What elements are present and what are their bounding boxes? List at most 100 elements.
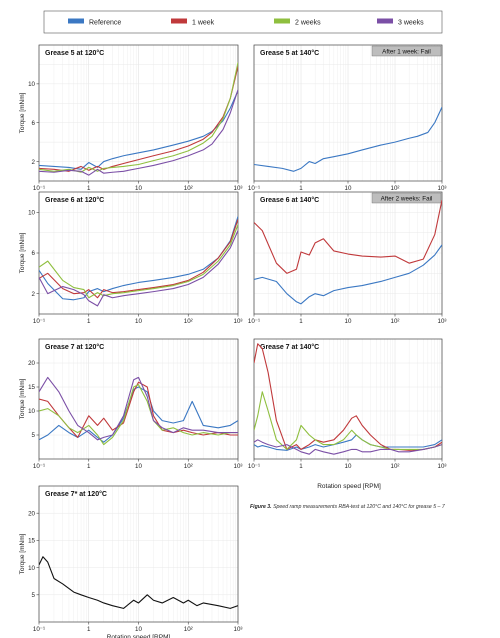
legend-label-4: 3 weeks [398,19,424,26]
panel-5-line-3-weeks [39,376,238,441]
legend-swatch-2 [171,18,187,24]
panel-6: 10⁻¹ 1 10 10² 10³ Grease 7 at 140°C [248,338,446,470]
panel-1-line-2-weeks [39,62,238,173]
panel-2-x-tick-label: 10³ [438,185,447,192]
panel-1-x-tick-label: 10 [135,185,142,192]
panel-6-x-tick-label: 10 [345,463,352,470]
legend-label-1: Reference [89,19,121,26]
panel-7-x-tick-label: 10² [184,626,193,633]
legend-item-3: 2 weeks [274,18,321,26]
panel-3-x-tick-label: 10³ [234,318,243,325]
panel-1-series-group [39,62,238,176]
panel-3-x-tick-label: 1 [87,318,91,325]
panel-5-x-tick-label: 10³ [234,463,243,470]
panel-1-y-tick-label: 6 [32,120,36,127]
panel-7-y-tick-label: 10 [28,565,35,572]
panel-3-line-1-week [39,219,238,299]
panel-5-y-tick-label: 15 [28,384,35,391]
panel-4-title: Grease 6 at 140°C [260,196,319,204]
caption-text: Speed ramp measurements RBA-test at 120°… [273,504,445,510]
panel-3-title: Grease 6 at 120°C [45,196,104,204]
legend-swatch-1 [68,18,84,24]
panel-4-x-tick-label: 10 [345,318,352,325]
panel-3-x-tick-label: 10 [135,318,142,325]
legend-swatch-3 [274,18,290,24]
panel-4-line-reference [254,244,442,305]
panel-1-x-tick-label: 10³ [234,185,243,192]
panel-5-x-tick-label: 10 [135,463,142,470]
panel-7: 10⁻¹ 1 10 10² 10³ 5 10 15 20 Torque [mNm] Grease 7… [19,485,243,638]
panel-1-line-3-weeks [39,89,238,176]
panel-3-line-reference [39,216,238,301]
panel-7-y-axis-label: Torque [mNm] [19,533,26,574]
panel-1-y-tick-label: 2 [32,159,36,166]
panel-4: 10⁻¹ 1 10 10² 10³ Grease 6 at 140°C After 2 we… [248,191,446,325]
panel-3-line-3-weeks [39,230,238,307]
panel-6-title: Grease 7 at 140°C [260,343,319,351]
x-axis-label-grease7-140: Rotation speed [RPM] [317,483,381,490]
panel-7-y-tick-label: 20 [28,510,35,517]
panel-4-annotation: After 2 weeks: Fail [381,195,433,202]
legend-item-4: 3 weeks [377,18,424,26]
legend-label-3: 2 weeks [295,19,321,26]
panel-6-x-tick-label: 1 [299,463,303,470]
panel-2-line-reference [254,106,442,172]
panel-2-annotation-box [371,45,442,57]
panel-7-x-axis-label: Rotation speed [RPM] [107,634,171,638]
panel-6-series-group [254,343,442,455]
figure-caption: Figure 3. Speed ramp measurements RBA-te… [250,504,500,518]
panel-3-y-axis-label: Torque [mNm] [19,232,26,273]
panel-3-y-tick-label: 10 [28,210,35,217]
panel-2-series-group [254,106,442,172]
panel-7-x-tick-label: 10³ [234,626,243,633]
panel-7-x-tick-label: 1 [87,626,91,633]
panel-2: 10⁻¹ 1 10 10² 10³ Grease 5 at 140°C After 1 we… [248,44,447,192]
legend-item-2: 1 week [171,18,215,26]
panel-3: 10⁻¹ 1 10 10² 10³ 2 6 10 Torque [mNm] Grease 6 at… [19,191,243,325]
panel-4-x-tick-label: 10² [391,318,400,325]
panel-1-x-tick-label: 10⁻¹ [33,185,45,192]
panel-5-y-tick-label: 20 [28,360,35,367]
panel-5-x-tick-label: 10⁻¹ [33,463,45,470]
panel-3-y-tick-label: 2 [32,291,36,298]
panel-4-series-group [254,200,442,305]
legend-item-1: Reference [68,18,121,26]
panel-5-y-tick-label: 10 [28,408,35,415]
panel-2-x-tick-label: 10⁻¹ [248,185,260,192]
panel-6-line-reference [254,434,442,451]
panel-2-x-tick-label: 1 [299,185,303,192]
panel-5-y-axis-label: Torque [mNm] [19,378,26,419]
panel-4-line-1-week [254,200,442,274]
panel-1-x-tick-label: 10² [184,185,193,192]
panel-6-line-3-weeks [254,439,442,455]
caption-label: Figure 3. [250,504,272,510]
panel-5-series-group [39,376,238,446]
panel-3-x-tick-label: 10⁻¹ [33,318,45,325]
panel-5-x-tick-label: 10² [184,463,193,470]
panel-4-x-tick-label: 1 [299,318,303,325]
panel-1-title: Grease 5 at 120°C [45,49,104,57]
panel-1-line-1-week [39,66,238,172]
panel-5-title: Grease 7 at 120°C [45,343,104,351]
panel-1-x-tick-label: 1 [87,185,91,192]
panel-7-y-tick-label: 5 [32,592,36,599]
panel-4-annotation-box [371,192,442,204]
panel-6-line-2-weeks [254,391,442,450]
panel-3-line-2-weeks [39,224,238,299]
panel-3-x-tick-label: 10² [184,318,193,325]
panel-7-x-tick-label: 10⁻¹ [33,626,45,633]
panel-4-x-tick-label: 10⁻¹ [248,318,260,325]
panel-3-y-tick-label: 6 [32,250,36,257]
legend-frame [43,10,443,34]
panel-7-x-tick-label: 10 [135,626,142,633]
panel-2-title: Grease 5 at 140°C [260,49,319,57]
panel-5-x-tick-label: 1 [87,463,91,470]
panel-2-annotation: After 1 week: Fail [382,48,431,55]
panel-6-x-tick-label: 10⁻¹ [248,463,260,470]
panel-1-y-axis-label: Torque [mNm] [19,92,26,133]
panel-2-x-tick-label: 10 [345,185,352,192]
panel-6-x-tick-label: 10² [391,463,400,470]
